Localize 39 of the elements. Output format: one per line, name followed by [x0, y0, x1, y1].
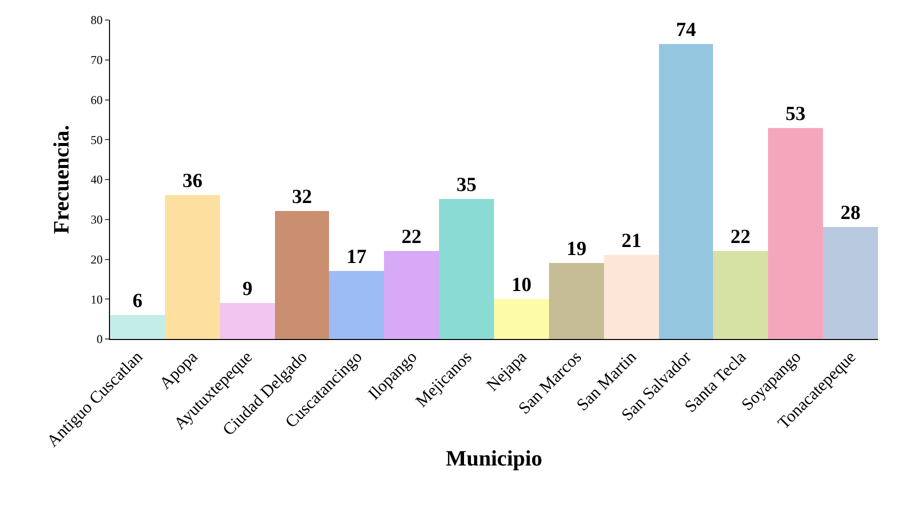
bar: [768, 128, 823, 339]
bar: [165, 195, 220, 339]
y-tick-label: 80: [90, 13, 103, 28]
bar: [604, 255, 659, 339]
bar: [549, 263, 604, 339]
data-label: 21: [622, 230, 642, 252]
bar: [384, 251, 439, 339]
data-label: 28: [840, 202, 860, 224]
bar: [494, 299, 549, 339]
data-label: 19: [566, 238, 586, 260]
y-tick-label: 50: [90, 132, 103, 147]
data-label: 10: [512, 274, 532, 296]
data-label: 9: [242, 278, 252, 300]
data-label: 22: [402, 226, 422, 248]
bar: [329, 271, 384, 339]
data-label: 36: [182, 170, 202, 192]
y-tick-label: 20: [90, 252, 103, 266]
bar: [220, 303, 275, 339]
data-label: 53: [786, 103, 806, 125]
data-label: 22: [730, 226, 750, 248]
data-label: 32: [292, 186, 312, 208]
y-tick-label: 70: [90, 53, 103, 68]
y-tick-label: 10: [90, 292, 103, 306]
bar: [713, 251, 768, 339]
bar: [823, 227, 878, 339]
y-tick-label: 30: [90, 212, 103, 227]
y-tick-label: 60: [90, 92, 103, 107]
data-label: 35: [456, 174, 476, 196]
data-label: 17: [346, 246, 366, 268]
data-label: 74: [676, 19, 696, 41]
y-tick-label: 40: [90, 172, 103, 187]
bar: [439, 199, 494, 339]
x-axis-title: Municipio: [446, 445, 542, 470]
bar: [110, 315, 165, 339]
data-label: 6: [132, 290, 142, 312]
bar: [275, 211, 329, 339]
y-tick-label: 0: [96, 332, 103, 346]
bar: [659, 44, 713, 339]
y-axis-title: Frecuencia.: [48, 125, 74, 234]
